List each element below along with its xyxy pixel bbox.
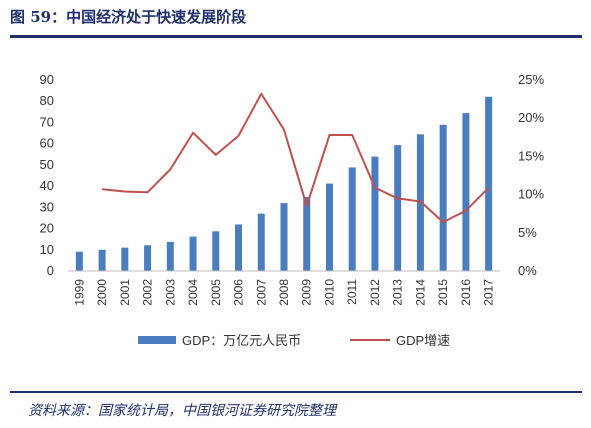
left-axis: 0 10 20 30 40 50 60 70 80 90 [40, 72, 54, 278]
x-tick-label: 2005 [209, 279, 223, 306]
gdp-bar [280, 203, 288, 271]
gdp-bar [235, 224, 243, 271]
x-tick-label: 2008 [277, 279, 291, 306]
footer-divider [10, 391, 582, 393]
x-tick-label: 2010 [322, 279, 336, 306]
figure-title: 图 59：中国经济处于快速发展阶段 [10, 8, 247, 26]
x-tick-label: 2001 [118, 279, 132, 306]
x-tick-label: 2014 [413, 279, 427, 306]
gdp-bar [485, 96, 493, 271]
gdp-bar [189, 236, 197, 271]
gdp-bar [75, 251, 83, 271]
left-tick-label: 10 [40, 242, 54, 257]
left-tick-label: 50 [40, 157, 54, 172]
x-tick-label: 2000 [95, 279, 109, 306]
left-tick-label: 60 [40, 136, 54, 151]
gdp-bar [303, 196, 311, 271]
gdp-bar [98, 249, 106, 271]
gdp-bar [212, 231, 220, 271]
x-tick-label: 2006 [232, 279, 246, 306]
legend-bar-label: GDP：万亿元人民币 [182, 333, 301, 348]
right-tick-label: 20% [518, 110, 544, 125]
left-tick-label: 30 [40, 199, 54, 214]
x-tick-label: 2004 [186, 279, 200, 306]
right-tick-label: 5% [518, 225, 537, 240]
legend: GDP：万亿元人民币 GDP增速 [138, 333, 450, 348]
x-tick-label: 2011 [345, 279, 359, 305]
gdp-bar [144, 245, 152, 271]
left-tick-label: 0 [47, 263, 54, 278]
legend-line-label: GDP增速 [396, 333, 450, 348]
x-tick-label: 2003 [163, 279, 177, 306]
right-tick-label: 0% [518, 263, 537, 278]
gdp-bar [166, 241, 174, 271]
legend-bar-swatch [138, 336, 176, 344]
right-tick-label: 10% [518, 187, 544, 202]
x-tick-label: 2015 [436, 279, 450, 306]
gdp-growth-line [102, 92, 490, 224]
x-tick-label: 2013 [391, 279, 405, 306]
right-tick-label: 25% [518, 72, 544, 87]
gdp-bar [325, 183, 333, 271]
gdp-bar [394, 145, 402, 271]
source-note: 资料来源：国家统计局，中国银河证券研究院整理 [28, 403, 336, 419]
gdp-bar [439, 124, 447, 271]
x-tick-label: 2016 [459, 279, 473, 306]
gdp-bar [257, 213, 265, 271]
x-tick-label: 1999 [72, 279, 86, 306]
left-tick-label: 20 [40, 221, 54, 236]
left-tick-label: 70 [40, 114, 54, 129]
left-tick-label: 90 [40, 72, 54, 87]
x-tick-label: 2002 [141, 279, 155, 306]
right-axis: 0% 5% 10% 15% 20% 25% [518, 72, 544, 278]
title-divider [10, 35, 582, 38]
line-series [102, 92, 490, 224]
chart-svg: 0 10 20 30 40 50 60 70 80 90 0% 5% 10% 15% 20% 25% 199… [40, 72, 545, 348]
gdp-bar [348, 167, 356, 271]
gdp-bar [121, 247, 129, 271]
x-tick-label: 2012 [368, 279, 382, 306]
x-tick-label: 2009 [300, 279, 314, 306]
x-tick-label: 2017 [482, 279, 496, 306]
gdp-bar [371, 156, 379, 271]
x-axis-ticks: 1999 2000 2001 2002 2003 2004 2005 2006 2007 2008… [72, 279, 495, 306]
gdp-bar [462, 113, 470, 272]
left-tick-label: 80 [40, 93, 54, 108]
bar-series [75, 96, 493, 272]
right-tick-label: 15% [518, 148, 544, 163]
gdp-chart: 0 10 20 30 40 50 60 70 80 90 0% 5% 10% 15% 20% 25% 199… [0, 40, 591, 385]
left-tick-label: 40 [40, 178, 54, 193]
x-tick-label: 2007 [254, 279, 268, 306]
